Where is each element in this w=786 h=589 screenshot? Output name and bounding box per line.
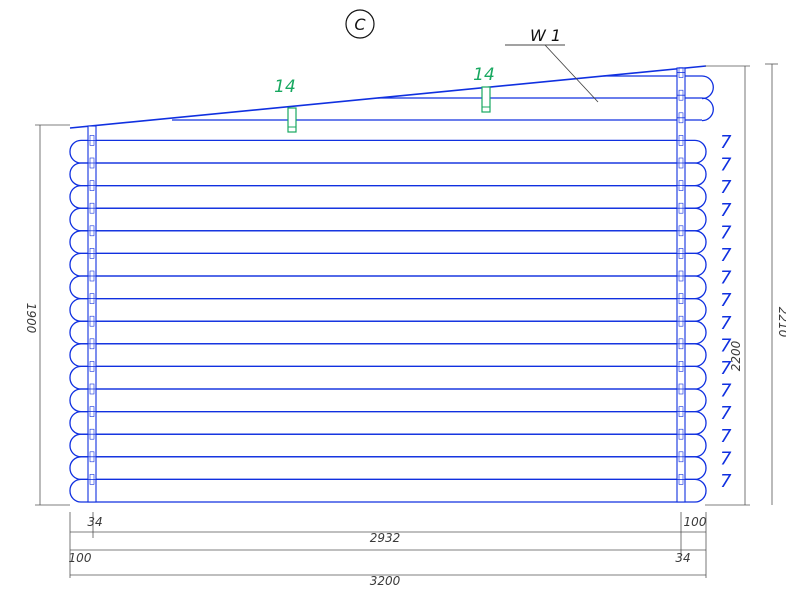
post-notch <box>89 248 95 259</box>
roof-beam <box>481 86 491 113</box>
dim-left-bottom-offset: 100 <box>69 551 92 565</box>
log-row <box>69 184 707 209</box>
wall-label: W 1 <box>530 26 561 45</box>
post-notch <box>678 474 684 485</box>
post-notch <box>89 338 95 350</box>
log-row <box>69 230 707 255</box>
post-notch <box>89 428 95 440</box>
post-notch <box>89 315 95 327</box>
dim-left-height: 1900 <box>24 303 38 334</box>
log-number: 7 <box>720 471 732 492</box>
post-notch <box>89 157 95 169</box>
view-marker-label: C <box>354 15 366 34</box>
dim-right-top-offset: 100 <box>684 515 707 529</box>
post-notch <box>678 270 684 282</box>
left-corner-post <box>87 125 97 503</box>
log-number: 7 <box>720 177 732 198</box>
log-number: 7 <box>720 245 732 266</box>
log-number: 7 <box>720 426 732 447</box>
gable-log-end <box>701 75 714 100</box>
post-notch <box>678 89 684 101</box>
post-notch <box>89 406 95 417</box>
post-notch <box>89 135 95 146</box>
log-row <box>69 139 707 164</box>
post-notch <box>678 315 684 327</box>
post-notch <box>89 270 95 282</box>
log-number: 7 <box>720 358 732 379</box>
post-notch <box>678 157 684 169</box>
log-row <box>69 297 707 322</box>
post-notch <box>678 67 684 78</box>
log-number: 7 <box>720 381 732 402</box>
log-row <box>69 162 707 187</box>
post-notch <box>89 180 95 191</box>
log-number: 7 <box>720 290 732 311</box>
post-notch <box>678 338 684 350</box>
post-notch <box>678 361 684 372</box>
post-notch <box>678 135 684 146</box>
log-number: 7 <box>720 403 732 424</box>
log-row <box>69 343 707 368</box>
log-row <box>69 410 707 435</box>
post-notch <box>89 293 95 304</box>
view-marker-circle <box>345 9 375 39</box>
log-row <box>69 478 707 503</box>
log-row <box>69 388 707 413</box>
beam-label-left: 14 <box>274 77 296 97</box>
post-notch <box>678 293 684 304</box>
log-row <box>69 320 707 345</box>
post-notch <box>89 225 95 237</box>
post-notch <box>89 361 95 372</box>
log-number: 7 <box>720 222 732 243</box>
dimension-lines: 1900 2200 2210 34 2932 100 100 34 3200 <box>24 63 786 588</box>
post-notch <box>678 225 684 237</box>
dim-left-top-offset: 34 <box>87 515 102 529</box>
post-notch <box>678 406 684 417</box>
log-number: 7 <box>720 268 732 289</box>
log-row <box>69 365 707 390</box>
post-notch <box>678 451 684 463</box>
roof-line <box>69 65 707 129</box>
post-notch <box>89 383 95 395</box>
log-number: 7 <box>720 448 732 469</box>
roof-beam <box>287 107 297 133</box>
post-notch <box>678 180 684 191</box>
dim-bottom-inner-span: 2932 <box>370 531 401 545</box>
dim-right-inner-height: 2200 <box>729 340 743 371</box>
log-row <box>69 456 707 481</box>
dim-right-bottom-offset: 34 <box>675 551 690 565</box>
log-row <box>69 252 707 277</box>
gable-log-end <box>701 97 714 122</box>
post-notch <box>678 428 684 440</box>
view-marker: C <box>345 9 375 39</box>
right-corner-post <box>676 67 686 503</box>
log-row <box>69 207 707 232</box>
wall-label-leader <box>544 44 599 103</box>
beam-label-right: 14 <box>473 65 495 85</box>
log-number: 7 <box>720 132 732 153</box>
post-notch <box>89 451 95 463</box>
post-notch <box>678 112 684 124</box>
log-row <box>69 275 707 300</box>
post-notch <box>89 202 95 214</box>
log-row <box>69 433 707 458</box>
log-number: 7 <box>720 313 732 334</box>
post-notch <box>678 248 684 259</box>
dim-right-outer-height: 2210 <box>776 307 786 338</box>
log-number: 7 <box>720 335 732 356</box>
post-notch <box>678 383 684 395</box>
log-number: 7 <box>720 155 732 176</box>
log-wall-structure <box>69 65 714 503</box>
wall-label-callout: W 1 <box>505 26 599 103</box>
log-number: 7 <box>720 200 732 221</box>
dim-bottom-total: 3200 <box>370 574 401 588</box>
post-notch <box>678 202 684 214</box>
post-notch <box>89 474 95 485</box>
